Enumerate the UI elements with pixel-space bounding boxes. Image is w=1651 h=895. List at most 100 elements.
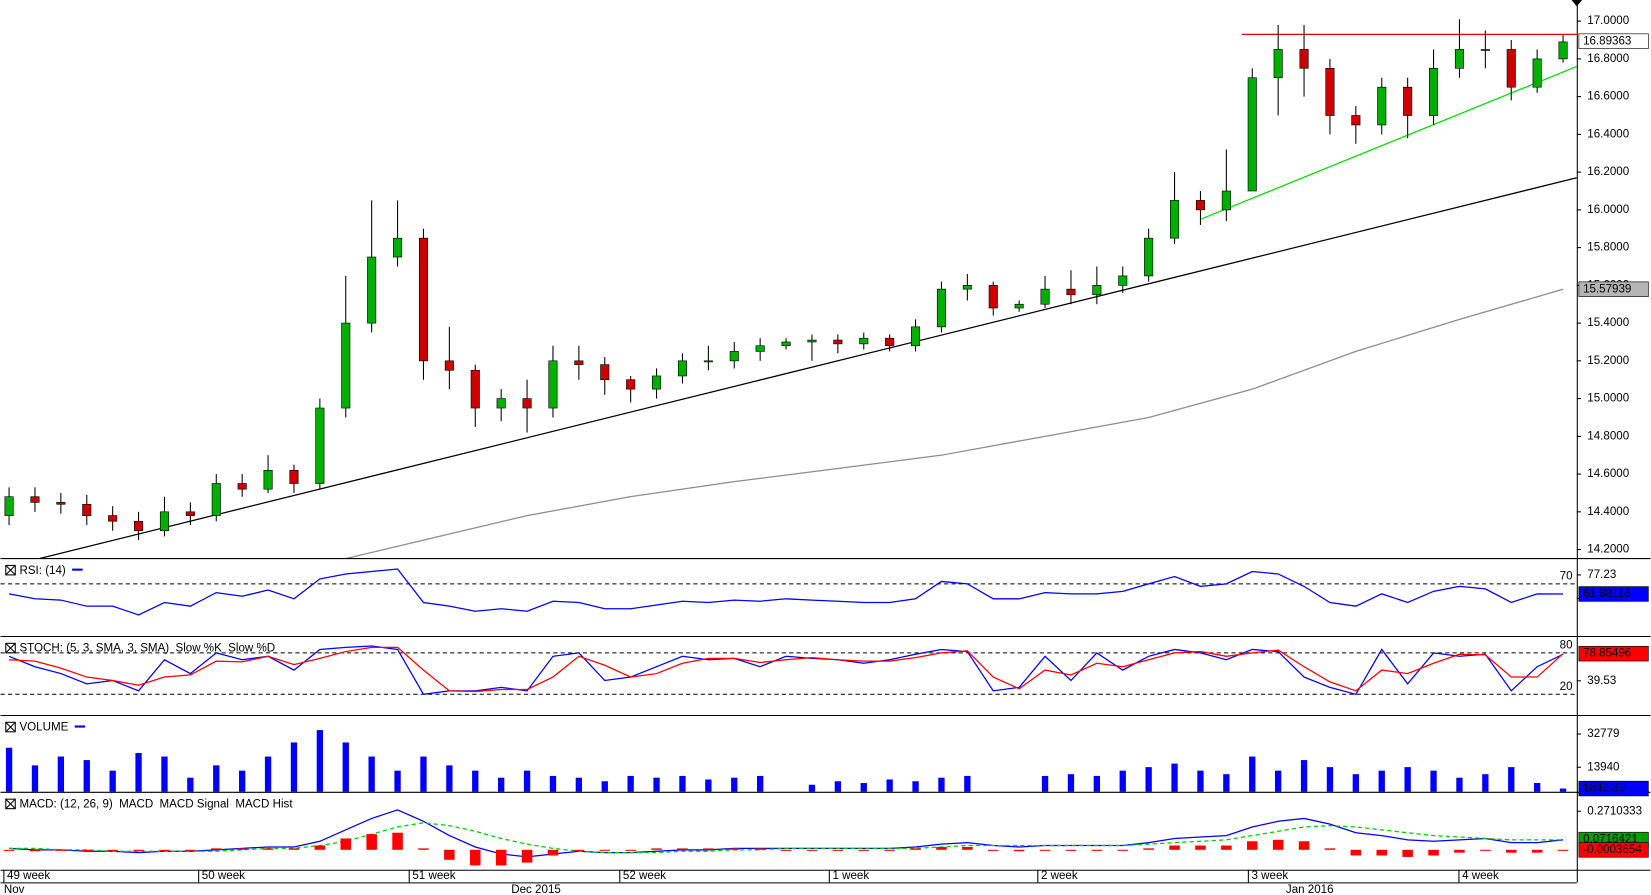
y-tick-label: 17.0000 — [1587, 15, 1629, 27]
candle-body — [885, 337, 895, 347]
candle-body — [30, 496, 40, 503]
legend-entry: MACD — [119, 799, 153, 811]
candle-body — [1299, 49, 1309, 69]
hist-bar — [677, 848, 688, 850]
volume-bar — [1249, 756, 1256, 792]
candle-body — [522, 398, 532, 409]
y-tick-label: 14.4000 — [1587, 506, 1629, 518]
candle-body — [703, 360, 713, 363]
x-tick-label: 4 week — [1462, 870, 1499, 882]
hist-bar — [1272, 839, 1284, 850]
value-tag-label: 15.57939 — [1583, 283, 1631, 295]
value-tag — [1578, 645, 1649, 662]
candle-body — [4, 496, 14, 516]
level-label: 20 — [1560, 681, 1573, 693]
hist-bar — [211, 848, 222, 850]
volume-bar — [1171, 763, 1178, 792]
volume-bar — [394, 770, 401, 792]
candle-body — [418, 237, 428, 362]
volume-bar — [290, 742, 298, 792]
hist-bar — [806, 849, 818, 851]
x-tick-label: 2 week — [1041, 870, 1078, 882]
hist-bar — [910, 848, 921, 850]
candle-body — [652, 375, 662, 390]
hist-bar — [1350, 849, 1362, 856]
series-line — [1200, 65, 1577, 220]
volume-bar — [83, 760, 90, 792]
hist-bar — [754, 848, 766, 850]
candle-body — [1480, 49, 1490, 51]
y-tick-label: 16.6000 — [1587, 91, 1629, 103]
panel-toggle[interactable] — [5, 564, 16, 576]
candle-body — [1118, 275, 1128, 286]
value-tag-label: 61.88116 — [1583, 588, 1630, 600]
hist-bar — [288, 848, 300, 850]
legend-entry: Slow %D — [228, 643, 275, 655]
value-tag — [1578, 780, 1649, 797]
candle-body — [781, 341, 791, 347]
candle-body — [1144, 237, 1154, 277]
volume-bar — [135, 753, 142, 792]
volume-bar — [1378, 770, 1385, 792]
hist-bar — [962, 846, 973, 850]
hist-bar — [262, 848, 274, 850]
hist-bar — [1376, 849, 1388, 856]
hist-bar — [3, 849, 15, 851]
y-tick-label: 14.6000 — [1587, 468, 1629, 480]
x-tick-label: 50 week — [202, 870, 245, 882]
hist-bar — [780, 849, 792, 851]
candle-body — [600, 364, 610, 381]
hist-bar — [366, 834, 377, 850]
hist-bar — [469, 849, 481, 866]
candle-body — [1377, 86, 1387, 126]
series-line — [8, 568, 1564, 616]
candle-body — [1506, 49, 1516, 88]
panel-toggle[interactable] — [5, 642, 16, 654]
candle-body — [1247, 77, 1257, 192]
candle-body — [626, 379, 636, 390]
volume-bar — [316, 730, 324, 792]
candle-body — [56, 502, 66, 505]
volume-bar — [1430, 770, 1437, 792]
candle-body — [1066, 288, 1076, 296]
x-tick-label: 49 week — [7, 870, 50, 882]
candle-body — [936, 288, 946, 328]
scroll-marker — [1571, 0, 1583, 7]
volume-bar — [420, 756, 427, 792]
y-tick-label: 0.2710333 — [1587, 805, 1642, 817]
volume-bar — [860, 782, 867, 792]
candle-body — [1195, 200, 1205, 211]
volume-bar — [31, 765, 39, 792]
panel-title: RSI: (14) — [19, 565, 65, 577]
hist-bar — [418, 848, 429, 850]
hist-bar — [107, 849, 118, 851]
panel-title: MACD: (12, 26, 9) — [19, 799, 112, 811]
hist-bar — [1505, 849, 1517, 853]
panel-toggle[interactable] — [5, 798, 16, 810]
hist-bar — [133, 849, 144, 852]
y-tick-label: 15.4000 — [1587, 317, 1629, 329]
hist-bar — [1480, 849, 1491, 851]
series-line — [38, 177, 1577, 559]
hist-bar — [1246, 841, 1258, 850]
hist-bar — [832, 849, 844, 851]
volume-bar — [264, 756, 272, 792]
candle-body — [289, 469, 299, 484]
candle-body — [444, 360, 454, 371]
hist-bar — [987, 849, 999, 851]
volume-bar — [1533, 782, 1541, 792]
candle-body — [1403, 86, 1413, 116]
hist-bar — [392, 832, 403, 850]
volume-bar — [161, 756, 168, 792]
y-tick-label: 16.4000 — [1587, 128, 1629, 140]
candle-body — [1221, 190, 1231, 211]
volume-bar — [627, 775, 634, 792]
volume-bar — [187, 777, 194, 792]
panel-title: VOLUME — [19, 722, 68, 734]
y-tick-label: 15.0000 — [1587, 393, 1629, 405]
volume-bar — [1119, 770, 1126, 792]
candle-body — [108, 515, 118, 522]
panel-toggle[interactable] — [5, 721, 16, 733]
hist-bar — [884, 849, 895, 851]
hist-bar — [1531, 849, 1543, 853]
